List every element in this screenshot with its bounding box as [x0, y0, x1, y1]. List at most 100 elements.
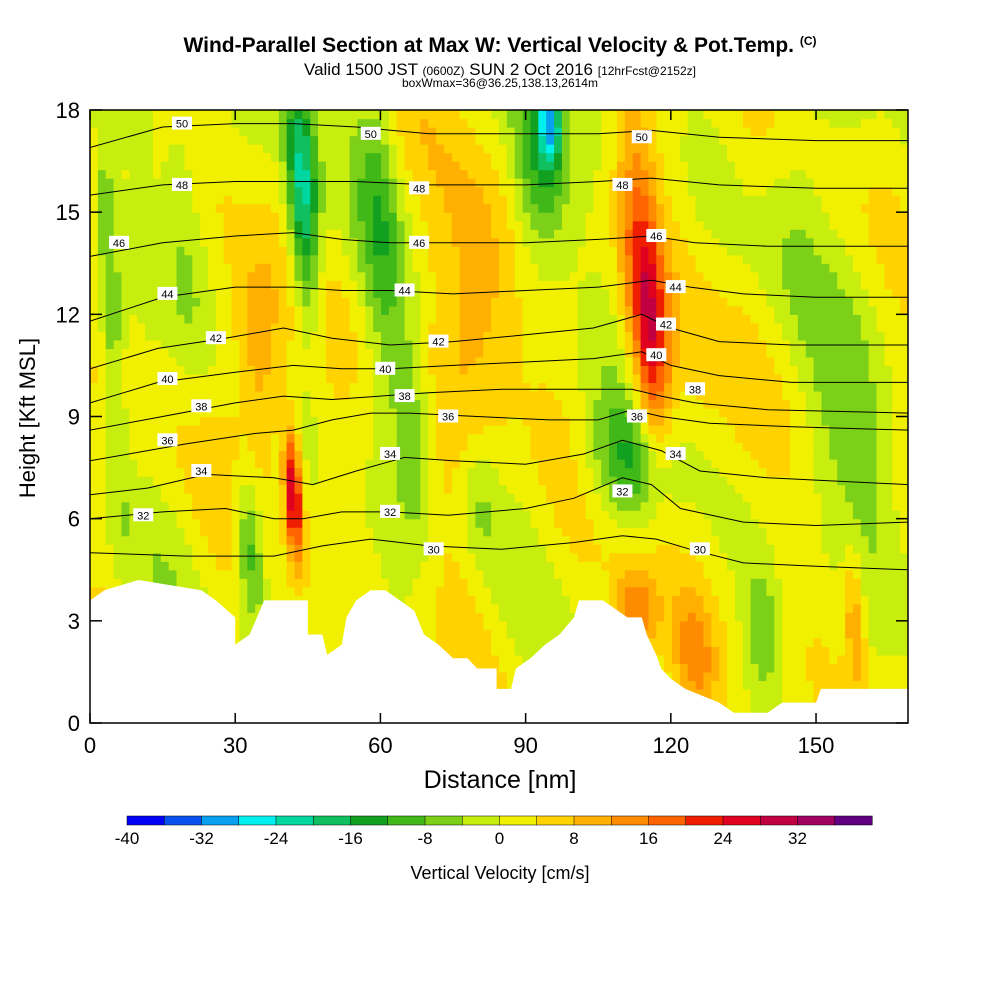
velocity-cell: [797, 595, 807, 605]
velocity-cell: [593, 348, 602, 358]
velocity-cell: [538, 348, 547, 358]
velocity-cell: [310, 484, 319, 494]
velocity-cell: [703, 603, 712, 613]
velocity-cell: [546, 552, 555, 562]
velocity-cell: [884, 322, 893, 332]
velocity-cell: [137, 459, 146, 469]
velocity-cell: [852, 433, 862, 443]
velocity-cell: [357, 578, 366, 588]
velocity-cell: [900, 612, 908, 622]
velocity-cell: [137, 518, 146, 528]
velocity-cell: [742, 705, 752, 716]
velocity-cell: [664, 484, 673, 494]
velocity-cell: [805, 552, 815, 562]
velocity-cell: [672, 535, 681, 545]
velocity-cell: [837, 561, 846, 571]
velocity-cell: [829, 484, 838, 494]
velocity-cell: [483, 586, 492, 596]
velocity-cell: [436, 552, 445, 562]
velocity-cell: [286, 339, 296, 349]
velocity-cell: [270, 484, 280, 494]
velocity-cell: [892, 339, 901, 349]
velocity-cell: [113, 373, 123, 384]
velocity-cell: [585, 331, 594, 341]
velocity-cell: [561, 620, 571, 630]
velocity-cell: [609, 459, 618, 469]
velocity-cell: [522, 450, 532, 460]
velocity-cell: [868, 476, 878, 486]
velocity-cell: [491, 569, 500, 579]
velocity-cell: [640, 322, 650, 332]
velocity-cell: [860, 654, 870, 664]
velocity-cell: [255, 586, 264, 596]
velocity-cell: [852, 407, 862, 418]
velocity-cell: [231, 390, 241, 401]
velocity-cell: [333, 331, 343, 341]
velocity-cell: [420, 407, 429, 418]
velocity-cell: [428, 348, 437, 358]
velocity-cell: [821, 544, 830, 554]
velocity-cell: [632, 356, 642, 367]
velocity-cell: [160, 450, 170, 460]
velocity-cell: [514, 637, 524, 647]
velocity-cell: [672, 603, 681, 613]
velocity-cell: [585, 314, 594, 324]
velocity-cell: [514, 416, 524, 426]
velocity-cell: [648, 569, 657, 579]
velocity-cell: [758, 390, 768, 401]
velocity-cell: [333, 476, 343, 486]
velocity-cell: [601, 390, 610, 401]
velocity-cell: [443, 629, 453, 639]
velocity-cell: [805, 527, 815, 537]
velocity-cell: [672, 637, 681, 647]
velocity-cell: [892, 637, 901, 647]
velocity-cell: [774, 535, 783, 545]
velocity-cell: [90, 586, 99, 596]
velocity-cell: [152, 552, 162, 562]
velocity-cell: [687, 356, 697, 367]
velocity-cell: [491, 629, 500, 639]
velocity-cell: [624, 322, 634, 332]
velocity-cell: [176, 552, 185, 562]
velocity-cell: [97, 459, 107, 469]
velocity-cell: [679, 425, 689, 435]
velocity-cell: [734, 356, 744, 367]
velocity-cell: [239, 620, 248, 630]
velocity-cell: [373, 527, 382, 537]
velocity-cell: [168, 390, 178, 401]
velocity-cell: [719, 552, 728, 562]
velocity-cell: [270, 314, 280, 324]
velocity-cell: [821, 442, 830, 452]
velocity-cell: [263, 552, 272, 562]
velocity-cell: [475, 382, 484, 392]
velocity-cell: [255, 476, 264, 486]
velocity-cell: [200, 339, 209, 349]
velocity-cell: [805, 612, 815, 622]
velocity-cell: [845, 407, 854, 418]
velocity-cell: [703, 569, 712, 579]
velocity-cell: [852, 603, 862, 613]
velocity-cell: [97, 314, 107, 324]
velocity-cell: [483, 510, 492, 520]
velocity-cell: [341, 339, 351, 349]
velocity-cell: [239, 484, 248, 494]
velocity-cell: [679, 365, 689, 375]
velocity-cell: [349, 510, 359, 520]
velocity-cell: [616, 476, 626, 486]
velocity-cell: [105, 442, 115, 452]
velocity-cell: [239, 322, 248, 332]
velocity-cell: [664, 425, 673, 435]
velocity-cell: [247, 595, 256, 605]
velocity-cell: [876, 399, 886, 409]
velocity-cell: [514, 501, 524, 511]
velocity-cell: [616, 569, 626, 579]
velocity-cell: [333, 365, 343, 375]
velocity-cell: [396, 535, 406, 545]
velocity-cell: [522, 544, 532, 554]
velocity-cell: [719, 527, 728, 537]
velocity-cell: [168, 544, 178, 554]
velocity-cell: [790, 595, 799, 605]
velocity-cell: [734, 493, 744, 503]
velocity-cell: [845, 459, 854, 469]
velocity-cell: [900, 671, 908, 682]
